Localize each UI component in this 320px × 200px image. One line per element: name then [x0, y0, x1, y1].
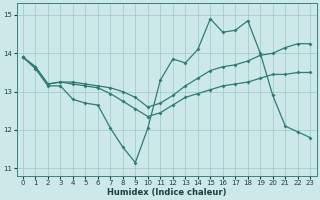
X-axis label: Humidex (Indice chaleur): Humidex (Indice chaleur)	[107, 188, 226, 197]
